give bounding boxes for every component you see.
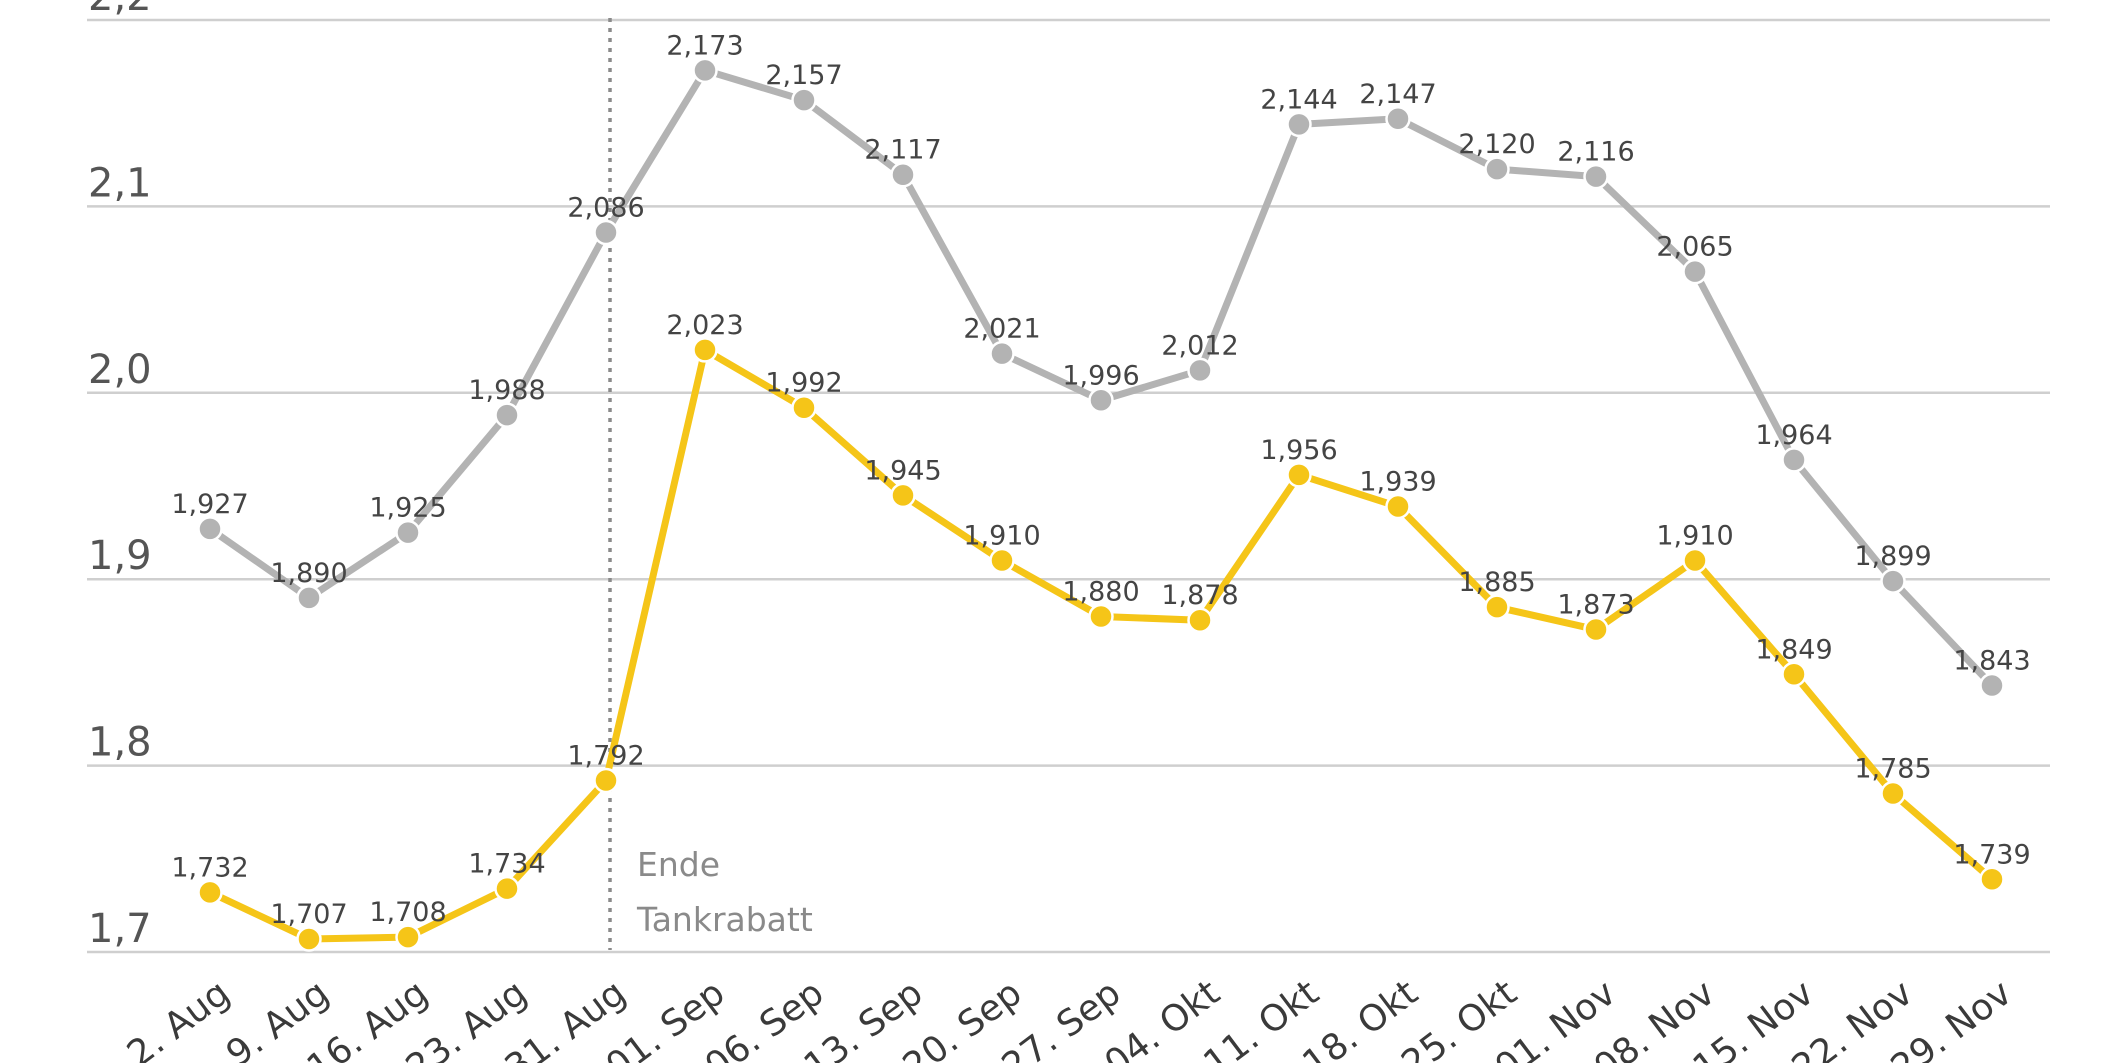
point-gelb-17 — [1880, 780, 1906, 807]
point-gelb-10 — [1187, 607, 1213, 633]
data-label-grau-2: 1,925 — [369, 493, 446, 524]
annotation-line-1: Ende — [637, 845, 720, 884]
point-grau-7 — [890, 161, 916, 188]
data-label-gelb-2: 1,708 — [369, 897, 446, 928]
data-label-grau-12: 2,147 — [1359, 79, 1436, 110]
data-label-grau-8: 2,021 — [963, 314, 1040, 345]
point-grau-12 — [1385, 106, 1411, 132]
point-gelb-9 — [1088, 603, 1114, 630]
data-label-grau-9: 1,996 — [1062, 360, 1139, 391]
point-grau-8 — [989, 340, 1015, 367]
data-label-grau-7: 2,117 — [864, 135, 941, 166]
data-label-grau-17: 1,899 — [1854, 541, 1931, 572]
data-label-gelb-10: 1,878 — [1161, 580, 1238, 611]
point-grau-3 — [494, 402, 520, 428]
y-tick-label-3: 2,0 — [88, 347, 152, 393]
data-label-gelb-18: 1,739 — [1953, 839, 2030, 870]
point-grau-14 — [1583, 163, 1609, 190]
data-label-gelb-6: 1,992 — [765, 368, 842, 399]
data-label-grau-1: 1,890 — [270, 558, 347, 589]
point-grau-2 — [395, 519, 421, 546]
y-tick-label-4: 2,1 — [88, 160, 152, 206]
point-grau-17 — [1880, 568, 1906, 594]
point-gelb-8 — [989, 547, 1015, 574]
point-grau-5 — [692, 57, 718, 84]
data-label-grau-3: 1,988 — [468, 375, 545, 406]
point-grau-9 — [1088, 387, 1114, 414]
data-label-grau-0: 1,927 — [171, 489, 248, 520]
point-gelb-15 — [1682, 547, 1708, 574]
gridlines — [87, 18, 2050, 954]
series-layer: 1,927 1,890 1,925 1,988 2,086 2,173 2,157 2,117… — [171, 30, 2031, 952]
point-grau-0 — [197, 516, 223, 542]
point-grau-13 — [1484, 156, 1510, 182]
point-gelb-2 — [395, 924, 421, 950]
data-label-grau-10: 2,012 — [1161, 330, 1238, 361]
point-gelb-14 — [1583, 616, 1609, 643]
point-grau-11 — [1286, 111, 1312, 138]
data-label-grau-16: 1,964 — [1755, 420, 1832, 451]
point-grau-1 — [296, 585, 322, 611]
point-grau-10 — [1187, 357, 1213, 384]
data-label-grau-11: 2,144 — [1260, 84, 1337, 115]
annotation-line-2: Tankrabatt — [636, 900, 813, 939]
point-gelb-1 — [296, 926, 322, 952]
data-label-gelb-15: 1,910 — [1656, 521, 1733, 552]
y-tick-label-5: 2,2 — [88, 0, 152, 20]
point-grau-6 — [791, 87, 817, 113]
data-label-gelb-11: 1,956 — [1260, 435, 1337, 466]
data-label-gelb-8: 1,910 — [963, 521, 1040, 552]
y-tick-label-2: 1,9 — [88, 533, 152, 579]
data-label-grau-5: 2,173 — [666, 30, 743, 61]
data-label-gelb-7: 1,945 — [864, 455, 941, 486]
y-axis-ticks: 1,7 1,8 1,9 2,0 2,1 2,2 — [88, 0, 152, 952]
series-grau: 1,927 1,890 1,925 1,988 2,086 2,173 2,157 2,117… — [171, 30, 2031, 699]
data-label-gelb-5: 2,023 — [666, 310, 743, 341]
point-gelb-11 — [1286, 462, 1312, 488]
point-gelb-7 — [890, 482, 916, 509]
data-label-gelb-4: 1,792 — [567, 741, 644, 772]
point-grau-18 — [1979, 672, 2005, 699]
point-gelb-6 — [791, 394, 817, 421]
point-grau-15 — [1682, 258, 1708, 285]
x-tick-label-0: 2. Aug — [120, 972, 237, 1063]
point-gelb-12 — [1385, 493, 1411, 520]
data-label-gelb-14: 1,873 — [1557, 590, 1634, 621]
point-gelb-16 — [1781, 661, 1807, 688]
data-label-gelb-17: 1,785 — [1854, 754, 1931, 785]
data-label-gelb-3: 1,734 — [468, 849, 545, 880]
data-label-grau-6: 2,157 — [765, 60, 842, 91]
data-label-grau-14: 2,116 — [1557, 137, 1634, 168]
point-gelb-13 — [1484, 594, 1510, 620]
point-gelb-3 — [494, 875, 520, 902]
point-gelb-0 — [197, 879, 223, 906]
series-gelb: 1,732 1,707 1,708 1,734 1,792 2,023 1,992 1,945… — [171, 310, 2031, 952]
point-gelb-18 — [1979, 866, 2005, 893]
data-label-grau-15: 2,065 — [1656, 232, 1733, 263]
y-tick-label-1: 1,8 — [88, 720, 152, 766]
point-grau-16 — [1781, 447, 1807, 473]
point-grau-4 — [593, 219, 619, 246]
y-tick-label-0: 1,7 — [88, 906, 152, 952]
data-label-gelb-1: 1,707 — [270, 899, 347, 930]
data-label-gelb-12: 1,939 — [1359, 467, 1436, 498]
data-label-gelb-13: 1,885 — [1458, 567, 1535, 598]
data-label-gelb-0: 1,732 — [171, 852, 248, 883]
point-gelb-4 — [593, 767, 619, 794]
data-label-grau-13: 2,120 — [1458, 129, 1535, 160]
point-gelb-5 — [692, 337, 718, 363]
data-label-gelb-16: 1,849 — [1755, 634, 1832, 665]
annotation-ende-tankrabatt: Ende Tankrabatt — [608, 18, 813, 950]
data-label-grau-4: 2,086 — [567, 192, 644, 223]
data-label-gelb-9: 1,880 — [1062, 576, 1139, 607]
data-label-grau-18: 1,843 — [1953, 645, 2030, 676]
